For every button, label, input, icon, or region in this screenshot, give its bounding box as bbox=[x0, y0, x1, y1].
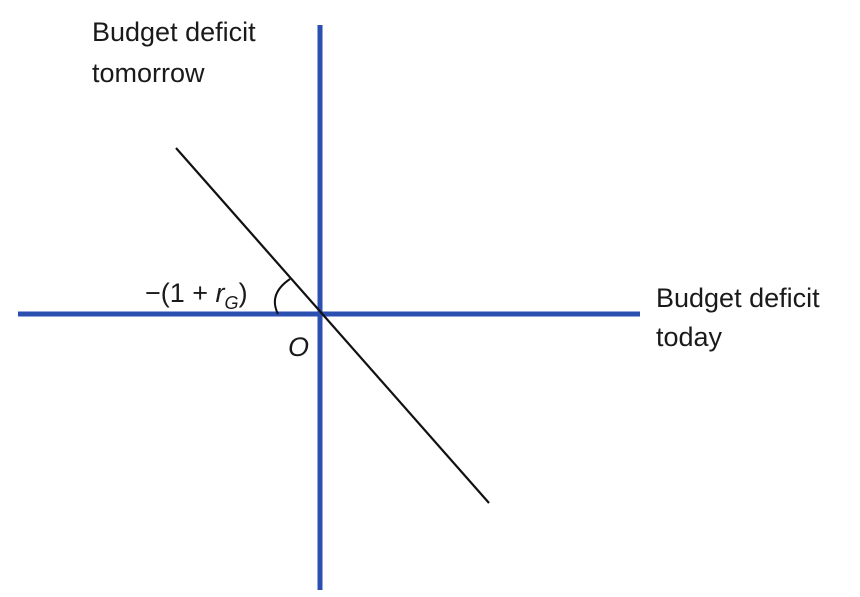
y-axis-label-line1: Budget deficit bbox=[92, 17, 256, 47]
x-axis-label-line1: Budget deficit bbox=[656, 283, 820, 313]
slope-label-suffix: ) bbox=[239, 278, 248, 308]
x-axis-label: Budget deficit today bbox=[656, 283, 827, 352]
slope-angle-arc bbox=[274, 278, 291, 315]
budget-constraint-line bbox=[175, 147, 490, 504]
x-axis-label-line2: today bbox=[656, 322, 723, 352]
slope-label: −(1 + rG) bbox=[145, 278, 248, 313]
slope-label-subscript: G bbox=[225, 293, 239, 313]
y-axis-label: Budget deficit tomorrow bbox=[92, 17, 263, 88]
slope-label-prefix: −(1 + bbox=[145, 278, 216, 308]
slope-label-variable: r bbox=[216, 278, 226, 308]
y-axis-label-line2: tomorrow bbox=[92, 58, 205, 88]
origin-label: O bbox=[288, 332, 309, 362]
